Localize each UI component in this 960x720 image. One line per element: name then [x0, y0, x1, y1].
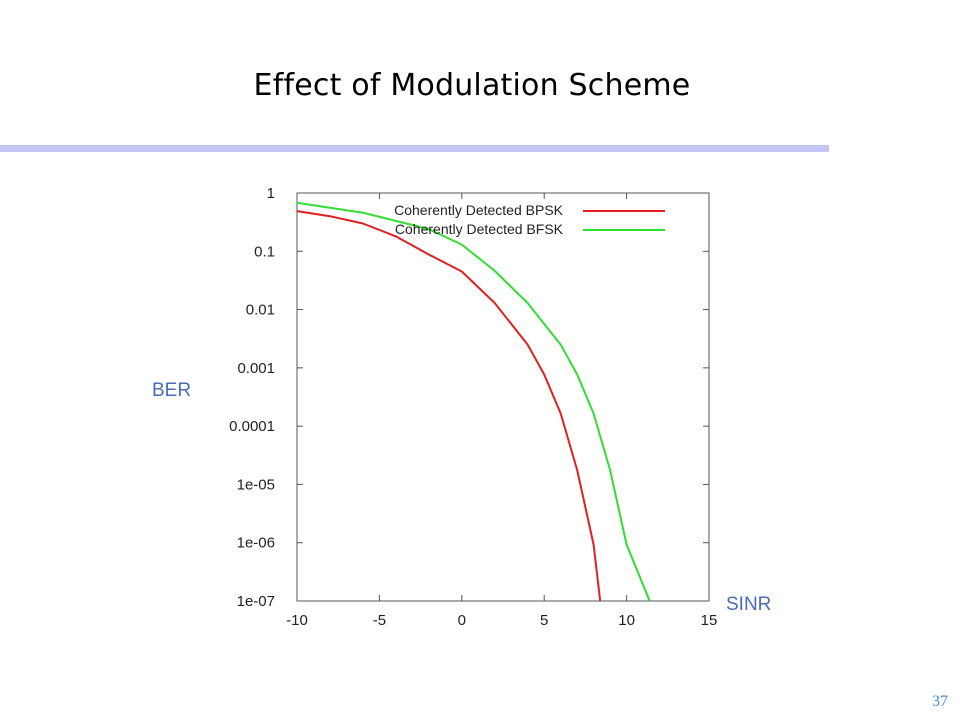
legend-label: Coherently Detected BFSK: [395, 221, 564, 237]
y-tick-label: 1e-06: [237, 535, 275, 552]
slide-title: Effect of Modulation Scheme: [253, 68, 691, 103]
x-tick-label: -5: [373, 612, 386, 629]
bfsk-curve: [296, 201, 651, 602]
y-tick-label: 0.01: [246, 302, 275, 319]
page-number: 37: [932, 693, 948, 710]
x-tick-label: -10: [286, 612, 308, 629]
y-tick-label: 1e-05: [237, 476, 275, 493]
x-axis-label: SINR: [726, 594, 772, 615]
x-tick-label: 5: [540, 612, 548, 629]
x-tick-label: 10: [618, 612, 635, 629]
bpsk-curve: [296, 210, 602, 602]
plot-frame: [296, 192, 710, 602]
x-tick-label: 15: [701, 612, 718, 629]
legend-label: Coherently Detected BPSK: [394, 202, 564, 218]
title-underline: [0, 145, 829, 152]
y-tick-label: 0.0001: [229, 418, 275, 435]
y-tick-label: 0.001: [237, 360, 275, 377]
x-tick-label: 0: [458, 612, 466, 629]
y-axis-label: BER: [152, 380, 192, 401]
y-tick-label: 0.1: [254, 243, 275, 260]
y-tick-label: 1e-07: [237, 593, 275, 610]
y-tick-label: 1: [267, 185, 275, 202]
